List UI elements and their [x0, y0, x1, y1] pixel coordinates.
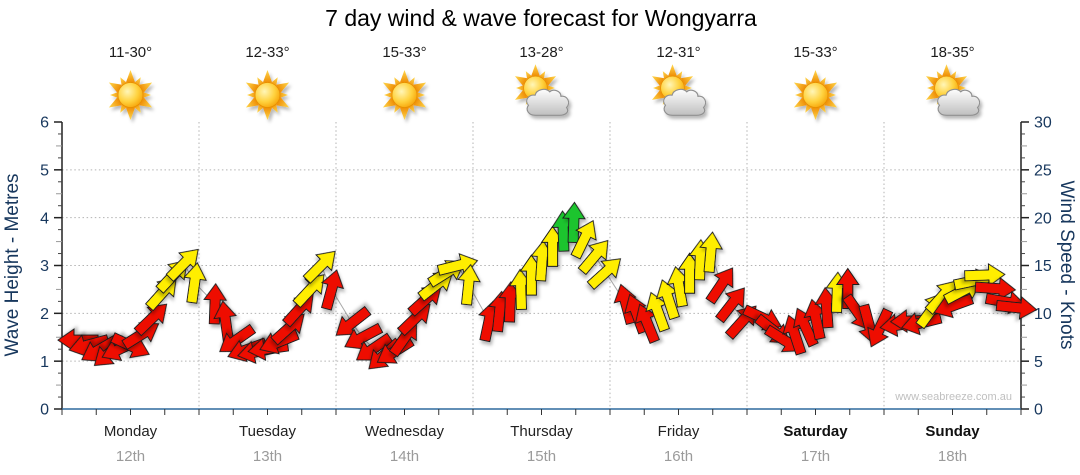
day-header-row: 11-30° 12-33° 15-33° 13-28° 12-31° 15-33° 18-3… — [107, 44, 980, 120]
left-axis-title: Wave Height - Metres — [2, 173, 23, 356]
day-labels-row: Monday 12th Tuesday 13th Wednesday 14th Thursd… — [104, 423, 980, 465]
sun-icon — [792, 70, 840, 120]
day-name-label: Friday — [658, 423, 700, 440]
right-axis-title: Wind Speed - Knots — [1056, 181, 1077, 350]
tick-label: 1 — [40, 354, 49, 371]
temperature-range-label: 18-35° — [930, 44, 974, 61]
tick-label: 25 — [1034, 162, 1052, 179]
sun-icon — [381, 70, 429, 120]
axes: 0 1 2 3 4 5 6 0 5 10 15 20 25 30 — [40, 115, 1052, 419]
sun-cloud-icon — [513, 64, 569, 115]
temperature-range-label: 12-31° — [656, 44, 700, 61]
watermark: www.seabreeze.com.au — [894, 391, 1012, 403]
temperature-range-label: 12-33° — [245, 44, 289, 61]
day-date-label: 15th — [527, 448, 556, 465]
tick-label: 4 — [40, 210, 49, 227]
wind-arrow-series — [57, 201, 1039, 378]
tick-label: 5 — [1034, 354, 1043, 371]
day-name-label: Wednesday — [365, 423, 444, 440]
day-name-label: Sunday — [925, 423, 980, 440]
tick-label: 5 — [40, 162, 49, 179]
chart-title: 7 day wind & wave forecast for Wongyarra — [325, 5, 757, 31]
day-name-label: Saturday — [783, 423, 848, 440]
day-date-label: 16th — [664, 448, 693, 465]
day-name-label: Thursday — [510, 423, 573, 440]
day-name-label: Monday — [104, 423, 158, 440]
day-date-label: 18th — [938, 448, 967, 465]
tick-label: 3 — [40, 258, 49, 275]
day-date-label: 13th — [253, 448, 282, 465]
sun-cloud-icon — [924, 64, 980, 115]
day-name-label: Tuesday — [239, 423, 296, 440]
tick-label: 6 — [40, 115, 49, 132]
sun-cloud-icon — [650, 64, 706, 115]
temperature-range-label: 11-30° — [109, 44, 152, 61]
tick-label: 20 — [1034, 210, 1052, 227]
day-date-label: 14th — [390, 448, 419, 465]
temperature-range-label: 15-33° — [793, 44, 837, 61]
temperature-range-label: 15-33° — [382, 44, 426, 61]
tick-label: 0 — [1034, 402, 1043, 419]
day-date-label: 12th — [116, 448, 145, 465]
tick-label: 0 — [40, 402, 49, 419]
day-date-label: 17th — [801, 448, 830, 465]
tick-label: 15 — [1034, 258, 1052, 275]
tick-label: 10 — [1034, 306, 1052, 323]
sun-icon — [107, 70, 155, 120]
tick-label: 2 — [40, 306, 49, 323]
sun-icon — [244, 70, 292, 120]
tick-label: 30 — [1034, 115, 1052, 132]
temperature-range-label: 13-28° — [519, 44, 563, 61]
